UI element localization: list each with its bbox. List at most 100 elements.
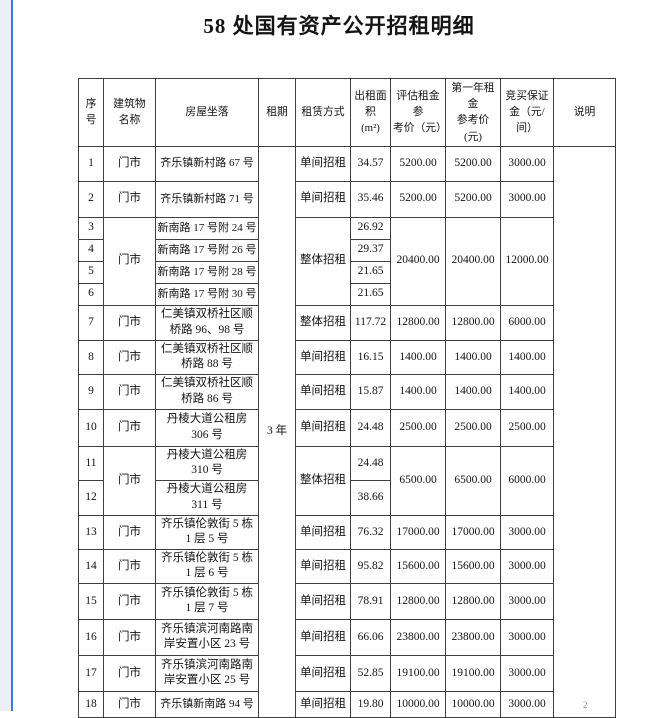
- table-cell: 34.57: [350, 145, 391, 182]
- table-row: 17 门市 齐乐镇滨河南路南岸安置小区 25 号单间招租 52.85 19100.00 1…: [78, 654, 616, 692]
- table-cell: 29.37: [350, 238, 391, 262]
- page-edge-gutter: [0, 0, 11, 711]
- column-header: 评估租金参 考价（元）: [390, 78, 446, 147]
- table-cell: 单间招租: [295, 339, 351, 375]
- table-cell: 门市: [103, 582, 156, 620]
- table-row: 15 门市 齐乐镇伦敦街 5 栋 1 层 7 号单间招租 78.91 12800.00 1…: [78, 582, 616, 620]
- table-cell: 12000.00: [500, 216, 554, 306]
- table-cell: 17: [78, 654, 104, 692]
- table-cell: 门市: [103, 216, 156, 306]
- table-cell: 单间招租: [295, 373, 351, 410]
- table-cell: [553, 145, 616, 718]
- table-cell: 2500.00: [500, 408, 554, 447]
- table-cell: 单间招租: [295, 582, 351, 620]
- table-cell: 15: [78, 582, 104, 620]
- table-cell: 10000.00: [445, 690, 501, 718]
- table-cell: 6500.00: [445, 445, 501, 516]
- table-cell: 26.92: [350, 216, 391, 240]
- table-cell: 齐乐镇伦敦街 5 栋 1 层 7 号: [155, 582, 259, 620]
- table-cell: 10000.00: [390, 690, 446, 718]
- table-cell: 19100.00: [390, 654, 446, 692]
- table-cell: 新南路 17 号附 26 号: [155, 238, 259, 262]
- table-cell: 4: [78, 238, 104, 262]
- table-cell: 丹棱大道公租房 306 号: [155, 408, 259, 447]
- table-cell: 门市: [103, 445, 156, 516]
- table-cell: 20400.00: [445, 216, 501, 306]
- table-cell: 66.06: [350, 618, 391, 656]
- table-cell: 18: [78, 690, 104, 718]
- table-cell: 新南路 17 号附 30 号: [155, 282, 259, 306]
- table-cell: 15.87: [350, 373, 391, 410]
- table-cell: 1400.00: [390, 339, 446, 375]
- table-cell: 3: [78, 216, 104, 240]
- table-cell: 15600.00: [445, 548, 501, 584]
- table-cell: 78.91: [350, 582, 391, 620]
- table-cell: 门市: [103, 304, 156, 341]
- table-cell: 整体招租: [295, 304, 351, 341]
- column-header: 说明: [553, 78, 616, 147]
- table-row: 11 门市 丹棱大道公租房 310 号整体招租 24.48 6500.00 6500.00…: [78, 445, 616, 516]
- table-cell: 1400.00: [500, 339, 554, 375]
- rental-table: 序号 建筑物 名称 房屋坐落 租期 租赁方式 出租面积 (m²) 评估租金参 考价（元） 第一…: [78, 78, 616, 718]
- table-row: 2 门市 齐乐镇新村路 71 号单间招租 35.46 5200.00 5200.00 300…: [78, 180, 616, 218]
- table-cell: 齐乐镇伦敦街 5 栋 1 层 5 号: [155, 514, 259, 550]
- table-row: 16 门市 齐乐镇滨河南路南岸安置小区 23 号单间招租 66.06 23800.00 2…: [78, 618, 616, 656]
- table-cell: 20400.00: [390, 216, 446, 306]
- table-header-row: 序号 建筑物 名称 房屋坐落 租期 租赁方式 出租面积 (m²) 评估租金参 考价（元） 第一…: [78, 78, 616, 147]
- table-cell: 丹棱大道公租房 310 号: [155, 445, 259, 481]
- table-cell: 3000.00: [500, 145, 554, 182]
- table-cell: 齐乐镇新村路 71 号: [155, 180, 259, 218]
- table-cell: 门市: [103, 690, 156, 718]
- table-cell: 3000.00: [500, 654, 554, 692]
- table-cell: 12800.00: [390, 304, 446, 341]
- table-cell: 12800.00: [390, 582, 446, 620]
- column-header: 竞买保证 金（元/间）: [500, 78, 554, 147]
- table-cell: 门市: [103, 373, 156, 410]
- column-header: 租期: [258, 78, 296, 147]
- table-cell: 21.65: [350, 282, 391, 306]
- column-header: 租赁方式: [295, 78, 351, 147]
- table-cell: 门市: [103, 654, 156, 692]
- table-cell: 2500.00: [390, 408, 446, 447]
- table-cell: 95.82: [350, 548, 391, 584]
- table-cell: 单间招租: [295, 548, 351, 584]
- table-cell: 52.85: [350, 654, 391, 692]
- table-cell: 19.80: [350, 690, 391, 718]
- table-cell: 24.48: [350, 445, 391, 481]
- table-cell: 单间招租: [295, 408, 351, 447]
- table-cell: 门市: [103, 514, 156, 550]
- table-cell: 丹棱大道公租房 311 号: [155, 479, 259, 516]
- table-cell: 齐乐镇新村路 67 号: [155, 145, 259, 182]
- table-cell: 13: [78, 514, 104, 550]
- table-cell: 整体招租: [295, 216, 351, 306]
- column-header: 出租面积 (m²): [350, 78, 391, 147]
- table-cell: 5200.00: [445, 180, 501, 218]
- table-cell: 2: [78, 180, 104, 218]
- table-cell: 8: [78, 339, 104, 375]
- table-cell: 3000.00: [500, 180, 554, 218]
- table-cell: 1400.00: [500, 373, 554, 410]
- table-row: 6 新南路 17 号附 30 号 21.65: [78, 282, 616, 306]
- clipped-next-line-fragment: 2: [583, 700, 588, 710]
- column-header: 序号: [78, 78, 104, 147]
- table-cell: 5200.00: [390, 145, 446, 182]
- table-cell: 17000.00: [445, 514, 501, 550]
- table-cell: 1400.00: [390, 373, 446, 410]
- page-border-line: [11, 0, 13, 711]
- table-cell: 117.72: [350, 304, 391, 341]
- table-row: 18 门市 齐乐镇新南路 94 号单间招租 19.80 10000.00 10000.00…: [78, 690, 616, 718]
- column-header: 房屋坐落: [155, 78, 259, 147]
- table-row: 10 门市 丹棱大道公租房 306 号单间招租 24.48 2500.00 2500.00…: [78, 408, 616, 447]
- table-cell: 5200.00: [390, 180, 446, 218]
- table-cell: 38.66: [350, 479, 391, 516]
- table-cell: 齐乐镇伦敦街 5 栋 1 层 6 号: [155, 548, 259, 584]
- table-cell: 门市: [103, 548, 156, 584]
- table-cell: 2500.00: [445, 408, 501, 447]
- table-cell: 齐乐镇滨河南路南岸安置小区 25 号: [155, 654, 259, 692]
- table-cell: 12: [78, 479, 104, 516]
- table-cell: 门市: [103, 180, 156, 218]
- table-cell: 35.46: [350, 180, 391, 218]
- table-cell: 7: [78, 304, 104, 341]
- table-cell: 门市: [103, 408, 156, 447]
